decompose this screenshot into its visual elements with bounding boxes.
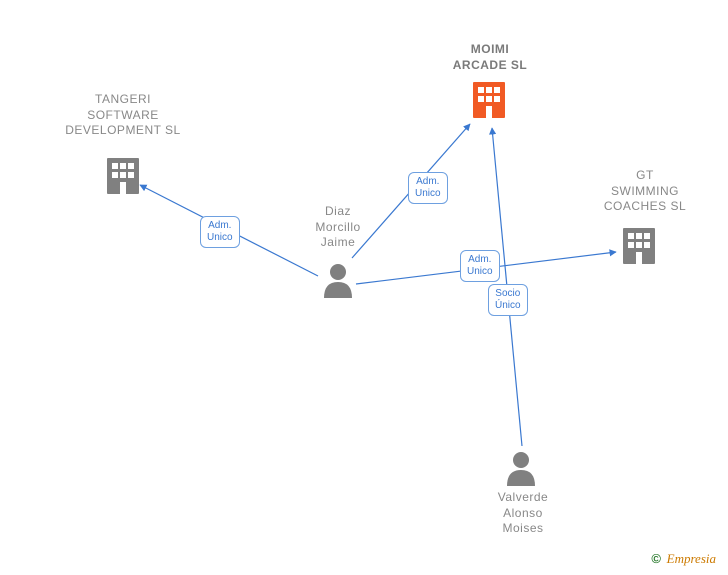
building-icon xyxy=(623,228,655,264)
node-label-moimi: MOIMIARCADE SL xyxy=(430,42,550,73)
brand-name: Empresia xyxy=(667,551,716,566)
footer-watermark: © Empresia xyxy=(651,551,716,567)
diagram-canvas xyxy=(0,0,728,575)
person-icon xyxy=(507,452,535,486)
edge-label-e3: Adm.Unico xyxy=(460,250,500,282)
node-label-tangeri: TANGERISOFTWAREDEVELOPMENT SL xyxy=(58,92,188,139)
node-label-gt: GTSWIMMINGCOACHES SL xyxy=(590,168,700,215)
edge-label-e2: Adm.Unico xyxy=(408,172,448,204)
edge-label-e4: SocioÚnico xyxy=(488,284,528,316)
person-icon xyxy=(324,264,352,298)
copyright-symbol: © xyxy=(651,551,661,566)
node-label-valverde: ValverdeAlonsoMoises xyxy=(478,490,568,537)
node-label-diaz: DiazMorcilloJaime xyxy=(298,204,378,251)
building-icon xyxy=(473,82,505,118)
edge-label-e1: Adm.Unico xyxy=(200,216,240,248)
building-icon xyxy=(107,158,139,194)
